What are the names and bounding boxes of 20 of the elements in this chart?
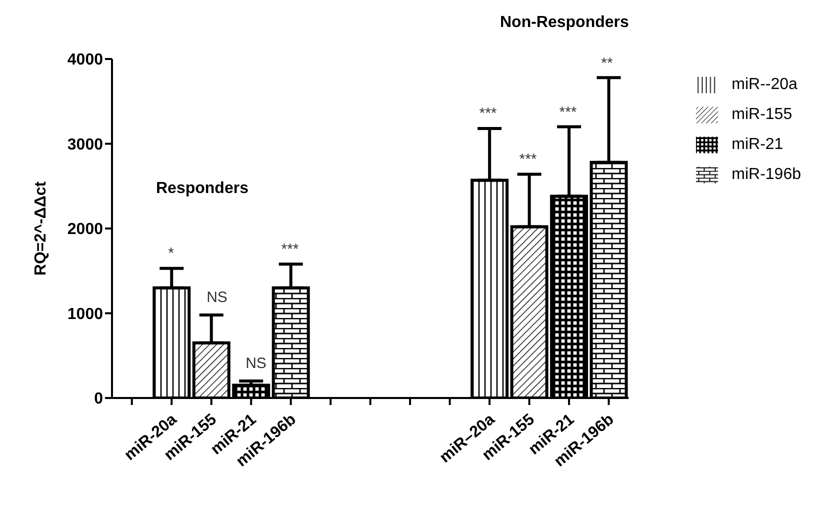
annotation: *** (479, 105, 497, 122)
legend-label: miR-155 (732, 106, 792, 123)
annotation: *** (559, 104, 577, 121)
y-tick-label: 3000 (67, 136, 104, 154)
y-tick-label: 2000 (67, 221, 104, 238)
annotation: Responders (156, 180, 248, 198)
y-axis-title: RQ=2^-ΔΔct (32, 180, 50, 276)
annotation: ** (601, 55, 613, 72)
annotation: *** (281, 241, 299, 258)
annotation: * (168, 245, 174, 262)
text: Non-Responders (500, 14, 629, 32)
y-tick-label: 0 (94, 390, 104, 408)
legend-label: miR--20a (732, 76, 798, 93)
annotation: NS (206, 289, 228, 306)
legend-label: miR-196b (732, 166, 801, 183)
y-tick-label: 4000 (67, 52, 104, 69)
legend-label: miR-21 (732, 136, 784, 153)
y-tick-label: 1000 (67, 306, 104, 323)
annotation: *** (519, 151, 537, 168)
annotation: NS (246, 355, 266, 372)
